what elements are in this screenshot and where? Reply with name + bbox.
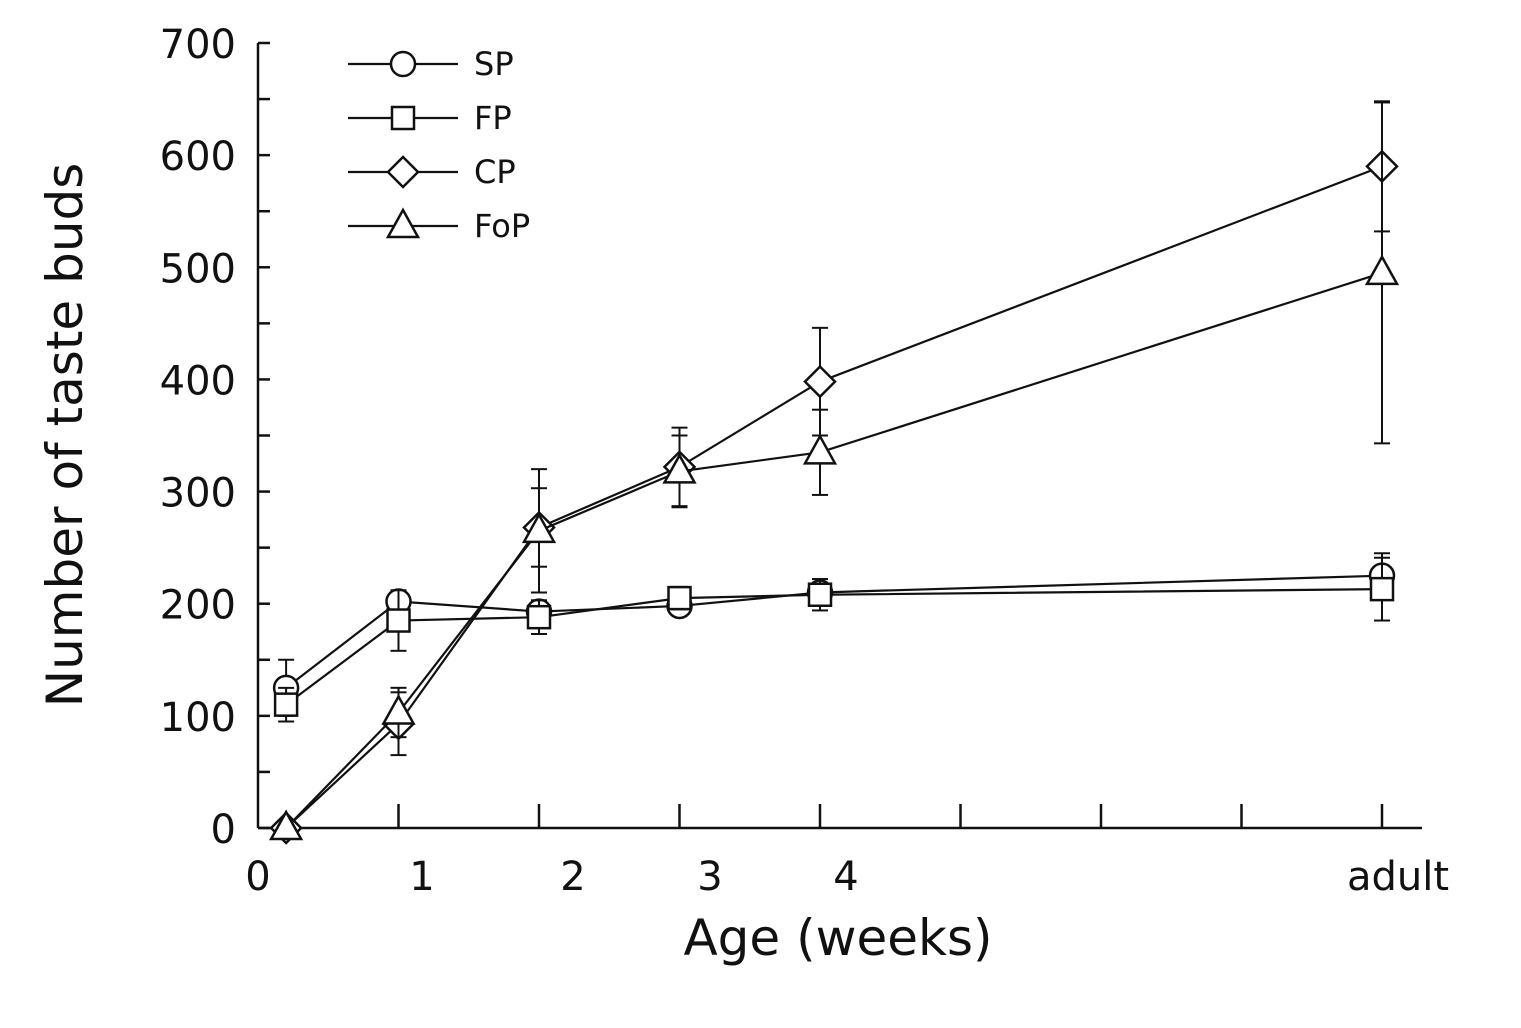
y-axis-title: Number of taste buds — [36, 163, 94, 708]
legend-marker-circle — [389, 50, 417, 78]
legend-item-sp: SP — [348, 45, 514, 83]
data-point-fop — [662, 452, 697, 484]
x-tick-label: adult — [1347, 854, 1449, 900]
data-point-fp — [807, 582, 833, 607]
data-point-fp — [273, 692, 299, 717]
series-sp — [272, 552, 1396, 717]
legend-item-cp: CP — [348, 153, 516, 191]
legend-label: CP — [474, 153, 516, 191]
data-point-fp — [386, 608, 411, 633]
x-tick-label: 1 — [409, 854, 434, 900]
legend-label: FoP — [474, 207, 530, 245]
legend-item-fop: FoP — [348, 207, 530, 245]
series-line-cp — [285, 165, 1383, 829]
y-tick-label: 400 — [160, 358, 236, 404]
y-tick-label: 200 — [160, 583, 236, 629]
y-tick-label: 100 — [160, 695, 236, 741]
data-point-fop — [268, 809, 304, 841]
x-tick-label: 2 — [560, 854, 585, 900]
series-fp — [273, 556, 1395, 723]
series-cp — [269, 100, 1399, 845]
legend-marker-triangle — [385, 207, 421, 239]
y-tick-label: 300 — [160, 471, 236, 517]
y-tick-label: 700 — [160, 22, 236, 68]
legend-marker-square — [390, 105, 416, 131]
series-line-fop — [285, 271, 1383, 829]
data-point-fop — [1364, 254, 1400, 286]
series-fop — [268, 101, 1400, 841]
y-tick-label: 600 — [160, 134, 236, 180]
legend-item-fp: FP — [348, 99, 512, 137]
legend: SP FP CP FoP — [348, 45, 530, 245]
data-point-fop — [802, 433, 838, 465]
legend-marker-diamond — [386, 155, 420, 189]
data-point-fop — [521, 512, 557, 544]
x-axis-title: Age (weeks) — [683, 909, 992, 967]
y-tick-label: 500 — [160, 246, 236, 292]
data-point-fop — [381, 693, 416, 725]
data-point-cp — [803, 364, 837, 399]
axes: 0 100 200 300 400 500 600 700 0 1 2 3 4 adult — [160, 22, 1449, 900]
series-line-sp — [285, 574, 1383, 689]
legend-label: SP — [474, 45, 514, 83]
x-tick-label: 4 — [833, 854, 858, 900]
data-point-fp — [1369, 576, 1395, 602]
legend-label: FP — [474, 99, 512, 137]
plot-area — [268, 100, 1400, 845]
x-tick-label: 0 — [245, 854, 270, 900]
y-tick-label: 0 — [211, 807, 236, 853]
data-point-fp — [526, 604, 552, 630]
data-point-fp — [667, 585, 692, 611]
series-line-fp — [285, 588, 1383, 706]
x-tick-label: 3 — [697, 854, 722, 900]
